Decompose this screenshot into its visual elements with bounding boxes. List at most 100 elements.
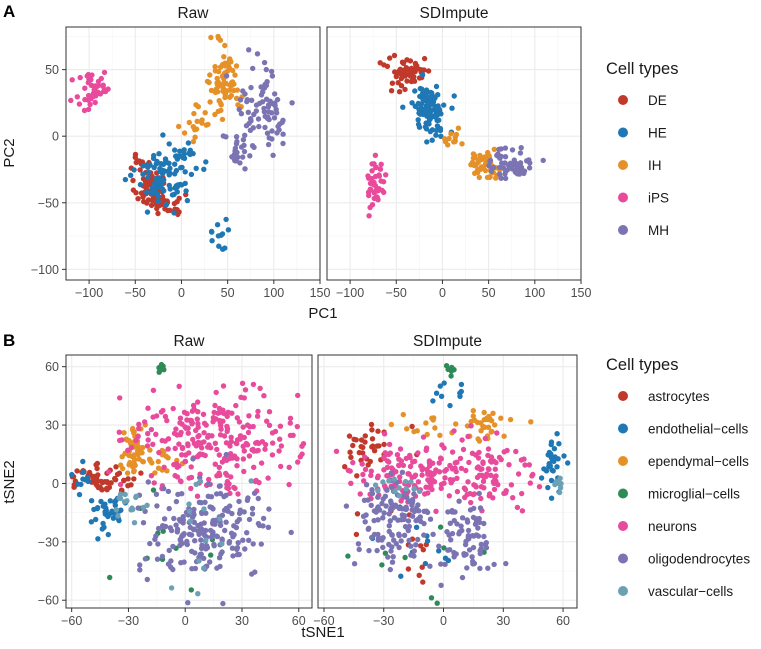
- point-vascular-cells: [217, 516, 223, 522]
- point-he: [128, 172, 134, 178]
- point-neurons: [194, 416, 200, 422]
- point-neurons: [493, 459, 499, 466]
- point-mh: [497, 164, 503, 171]
- point-neurons: [195, 433, 201, 440]
- point-mh: [233, 134, 240, 140]
- point-neurons: [266, 422, 273, 428]
- point-neurons: [148, 473, 155, 479]
- point-ih: [203, 122, 209, 128]
- point-neurons: [448, 480, 454, 486]
- point-vascular-cells: [201, 565, 207, 571]
- point-oligodendrocytes: [406, 537, 412, 544]
- point-endothelial-cells: [549, 467, 555, 473]
- point-oligodendrocytes: [252, 569, 258, 575]
- point-mh: [263, 66, 269, 73]
- legend-item-mh: MH: [618, 223, 669, 238]
- legend-title: Cell types: [606, 356, 678, 374]
- point-endothelial-cells: [433, 390, 440, 396]
- point-neurons: [195, 439, 202, 446]
- point-neurons: [201, 420, 208, 426]
- point-ih: [221, 54, 227, 60]
- point-de: [176, 195, 182, 201]
- point-oligodendrocytes: [166, 547, 172, 554]
- point-neurons: [451, 428, 457, 434]
- x-tick-label: 0: [178, 286, 185, 300]
- point-oligodendrocytes: [173, 498, 180, 505]
- point-mh: [236, 106, 242, 113]
- point-oligodendrocytes: [363, 482, 370, 488]
- point-mh: [511, 162, 517, 168]
- legend-item-de: DE: [618, 93, 667, 108]
- point-oligodendrocytes: [448, 537, 454, 543]
- point-neurons: [195, 399, 201, 405]
- point-astrocytes: [416, 572, 422, 578]
- point-ependymal-cells: [507, 416, 514, 423]
- point-neurons: [269, 452, 276, 458]
- point-neurons: [236, 419, 243, 425]
- point-he: [140, 163, 146, 169]
- point-neurons: [187, 417, 193, 424]
- point-ependymal-cells: [470, 413, 476, 419]
- point-de: [402, 86, 408, 93]
- point-neurons: [116, 429, 123, 435]
- point-oligodendrocytes: [203, 510, 209, 516]
- point-neurons: [156, 449, 162, 456]
- point-oligodendrocytes: [491, 561, 497, 568]
- point-neurons: [426, 458, 433, 464]
- point-microglial-cells: [448, 373, 454, 379]
- point-endothelial-cells: [543, 468, 550, 474]
- point-ih: [228, 80, 235, 86]
- point-neurons: [206, 432, 212, 439]
- points-raw: [69, 361, 307, 607]
- point-ependymal-cells: [140, 444, 146, 451]
- point-neurons: [202, 452, 208, 459]
- point-ih: [232, 72, 238, 78]
- point-he: [158, 181, 165, 187]
- point-astrocytes: [409, 423, 415, 430]
- point-neurons: [510, 495, 516, 501]
- point-vascular-cells: [196, 558, 202, 564]
- point-oligodendrocytes: [190, 514, 196, 520]
- point-de: [130, 177, 136, 184]
- point-oligodendrocytes: [473, 532, 480, 538]
- point-oligodendrocytes: [204, 543, 210, 549]
- point-oligodendrocytes: [221, 507, 228, 513]
- point-neurons: [494, 430, 500, 436]
- y-tick-label: −100: [31, 263, 59, 277]
- point-neurons: [251, 448, 257, 454]
- point-neurons: [216, 452, 222, 458]
- point-ips: [95, 82, 102, 89]
- point-neurons: [357, 491, 363, 497]
- point-oligodendrocytes: [144, 576, 150, 583]
- point-de: [410, 77, 416, 83]
- point-neurons: [142, 419, 148, 425]
- point-oligodendrocytes: [411, 491, 417, 497]
- point-oligodendrocytes: [442, 561, 448, 567]
- point-mh: [220, 133, 226, 139]
- point-neurons: [519, 508, 526, 514]
- point-ips: [101, 69, 108, 76]
- point-ih: [446, 135, 452, 142]
- point-ips: [375, 197, 381, 203]
- point-oligodendrocytes: [485, 565, 491, 571]
- point-mh: [280, 140, 286, 147]
- point-neurons: [536, 484, 543, 490]
- point-neurons: [495, 482, 501, 488]
- point-neurons: [480, 478, 487, 485]
- point-neurons: [213, 416, 219, 422]
- legend-label: astrocytes: [648, 389, 710, 404]
- point-he: [419, 86, 425, 92]
- point-mh: [241, 142, 247, 148]
- point-oligodendrocytes: [390, 554, 396, 560]
- point-he: [424, 139, 430, 145]
- point-de: [399, 59, 406, 65]
- point-oligodendrocytes: [207, 559, 213, 565]
- point-oligodendrocytes: [240, 537, 246, 543]
- point-mh: [240, 154, 246, 160]
- point-neurons: [299, 443, 305, 449]
- point-neurons: [436, 460, 442, 466]
- point-neurons: [262, 441, 269, 448]
- point-ependymal-cells: [126, 452, 132, 459]
- point-ih: [212, 64, 218, 70]
- point-oligodendrocytes: [396, 505, 402, 512]
